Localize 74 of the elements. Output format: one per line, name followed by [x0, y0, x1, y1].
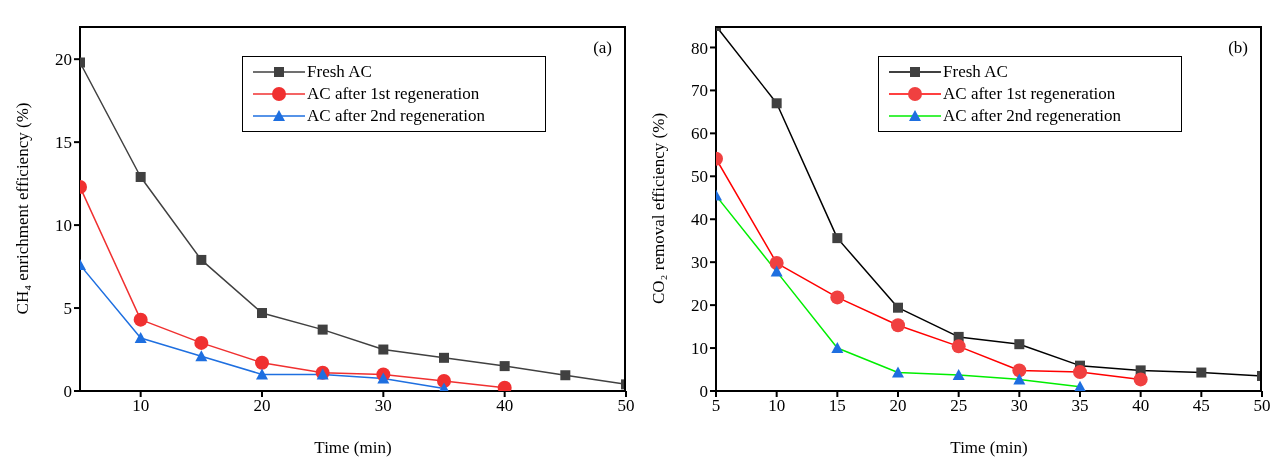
point: [893, 302, 903, 313]
point: [378, 344, 389, 355]
point: [499, 361, 510, 372]
x-tick-label: 30: [374, 396, 392, 416]
x-tick-label: 10: [768, 396, 786, 416]
x-tick-label: 20: [253, 396, 271, 416]
y-tick-label: 0: [63, 382, 72, 402]
annotation: (b): [1228, 38, 1248, 58]
x-tick-label: 40: [496, 396, 514, 416]
x-tick-label: 5: [711, 396, 721, 416]
legend-label: AC after 1st regeneration: [307, 84, 480, 104]
y-tick-label: 20: [691, 296, 708, 316]
x-tick-label: 40: [1132, 396, 1150, 416]
x-axis-title: Time (min): [314, 438, 392, 457]
y-tick-label: 10: [691, 339, 708, 359]
y-tick-label: 10: [55, 216, 72, 236]
point: [1014, 339, 1025, 350]
point: [1196, 367, 1207, 378]
point: [891, 318, 905, 333]
legend-label: AC after 2nd regeneration: [943, 106, 1121, 126]
point: [196, 254, 207, 265]
y-tick-label: 60: [691, 124, 708, 144]
legend-label: Fresh AC: [943, 62, 1008, 82]
point: [830, 290, 845, 305]
x-tick-label: 15: [828, 396, 846, 416]
point: [439, 352, 449, 363]
point: [560, 370, 571, 381]
point: [317, 324, 328, 335]
y-axis-title: CO₂ removal efficiency (%): [649, 112, 669, 305]
point: [135, 171, 146, 182]
x-tick-label: 10: [132, 396, 150, 416]
point: [377, 372, 390, 384]
y-axis-title: CH₄ enrichment efficiency (%): [13, 102, 33, 315]
point: [771, 98, 782, 109]
x-axis-title: Time (min): [950, 438, 1028, 457]
x-tick-label: 45: [1192, 396, 1210, 416]
point: [769, 256, 784, 271]
point: [256, 368, 268, 380]
point: [134, 331, 147, 343]
y-tick-label: 30: [691, 253, 708, 273]
y-tick-label: 40: [691, 210, 708, 230]
x-tick-label: 50: [617, 396, 635, 416]
point: [1013, 373, 1026, 385]
point: [195, 350, 208, 362]
point: [257, 308, 267, 319]
point: [770, 265, 783, 277]
legend-label: Fresh AC: [307, 62, 372, 82]
point: [831, 342, 844, 354]
annotation: (a): [593, 38, 612, 58]
legend-label: AC after 2nd regeneration: [307, 106, 485, 126]
y-tick-label: 70: [691, 81, 708, 101]
x-tick-label: 30: [1010, 396, 1028, 416]
y-tick-label: 50: [691, 167, 708, 187]
x-tick-label: 35: [1071, 396, 1089, 416]
legend-label: AC after 1st regeneration: [943, 84, 1116, 104]
point: [951, 339, 966, 354]
y-tick-label: 0: [699, 382, 708, 402]
x-tick-label: 25: [950, 396, 968, 416]
y-tick-label: 80: [691, 38, 708, 58]
point: [1073, 365, 1087, 380]
point: [255, 355, 269, 370]
y-tick-label: 15: [55, 133, 72, 153]
point: [832, 233, 843, 244]
point: [1012, 363, 1027, 378]
x-tick-label: 20: [889, 396, 907, 416]
point: [133, 312, 148, 327]
x-tick-label: 50: [1253, 396, 1271, 416]
y-tick-label: 20: [55, 50, 72, 70]
point: [1133, 372, 1148, 387]
point: [1074, 380, 1086, 391]
point: [892, 366, 904, 378]
point: [194, 335, 209, 350]
y-tick-label: 5: [63, 299, 72, 319]
point: [952, 369, 965, 381]
